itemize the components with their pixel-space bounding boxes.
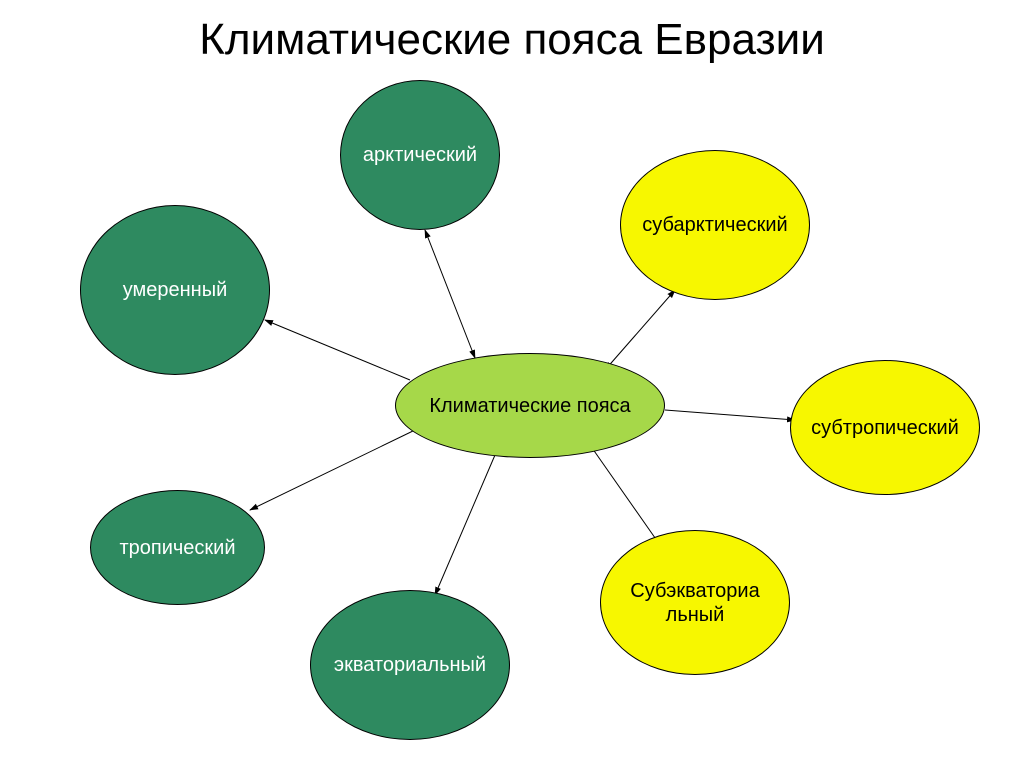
edge-center-tropical <box>250 430 415 510</box>
node-label: экваториальный <box>326 653 494 677</box>
node-subarctic: субарктический <box>620 150 810 300</box>
diagram-title: Климатические пояса Евразии <box>0 15 1024 65</box>
edge-center-temperate <box>265 320 410 380</box>
node-equatorial: экваториальный <box>310 590 510 740</box>
edge-center-equatorial <box>435 455 495 595</box>
edge-center-arctic <box>425 230 475 358</box>
node-label: Климатические пояса <box>421 394 638 418</box>
node-label: тропический <box>111 536 243 560</box>
node-temperate: умеренный <box>80 205 270 375</box>
edge-center-subarctic <box>605 290 675 370</box>
edge-center-subequatorial <box>590 445 660 545</box>
node-label: субарктический <box>634 213 795 237</box>
node-label: субтропический <box>803 416 967 440</box>
title-text: Климатические пояса Евразии <box>199 15 825 64</box>
edge-center-subtropical <box>665 410 795 420</box>
node-label: Субэкваториа льный <box>601 579 789 627</box>
node-center: Климатические пояса <box>395 353 665 458</box>
node-subtropical: субтропический <box>790 360 980 495</box>
node-subequatorial: Субэкваториа льный <box>600 530 790 675</box>
node-tropical: тропический <box>90 490 265 605</box>
node-arctic: арктический <box>340 80 500 230</box>
node-label: умеренный <box>115 278 236 302</box>
node-label: арктический <box>355 143 485 167</box>
